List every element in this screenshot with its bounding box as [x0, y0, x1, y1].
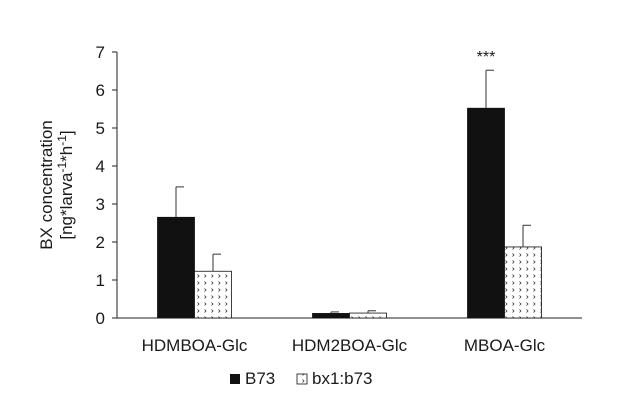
- legend-label-bx1: bx1:b73: [312, 369, 373, 388]
- x-tick-label: MBOA-Glc: [464, 336, 546, 355]
- legend-swatch-b73: [230, 374, 240, 384]
- bars: [157, 107, 542, 319]
- y-axis-title-line2: [ng*larva-1*h-1]: [55, 130, 76, 239]
- y-tick-label: 7: [96, 43, 105, 62]
- y-tick-label: 1: [96, 271, 105, 290]
- annotations: ***: [477, 49, 496, 66]
- bar-b73-hdmboa-glc: [157, 216, 195, 319]
- x-tick-label: HDMBOA-Glc: [142, 336, 248, 355]
- y-tick-label: 5: [96, 119, 105, 138]
- y-ticks: 0 1 2 3 4 5 6 7: [96, 43, 117, 328]
- x-tick-labels: HDMBOA-Glc HDM2BOA-Glc MBOA-Glc: [142, 336, 546, 355]
- y-tick-label: 2: [96, 233, 105, 252]
- y-axis-title-line1: BX concentration: [37, 120, 56, 249]
- legend: B73 bx1:b73: [230, 369, 373, 388]
- bar-b73-mboa-glc: [467, 107, 505, 319]
- legend-swatch-bx1: [296, 373, 308, 385]
- bar-bx1-hdm2boa-glc: [349, 312, 387, 319]
- bar-bx1-hdmboa-glc: [194, 270, 232, 319]
- bar-b73-hdm2boa-glc: [312, 313, 350, 319]
- y-tick-label: 3: [96, 195, 105, 214]
- y-tick-label: 6: [96, 81, 105, 100]
- y-tick-label: 0: [96, 309, 105, 328]
- x-tick-label: HDM2BOA-Glc: [292, 336, 408, 355]
- bar-bx1-mboa-glc: [504, 246, 542, 319]
- error-bars: [175, 69, 531, 314]
- significance-annotation: ***: [477, 49, 496, 66]
- legend-label-b73: B73: [245, 369, 275, 388]
- y-axis-title: BX concentration [ng*larva-1*h-1]: [37, 120, 76, 249]
- y-tick-label: 4: [96, 157, 105, 176]
